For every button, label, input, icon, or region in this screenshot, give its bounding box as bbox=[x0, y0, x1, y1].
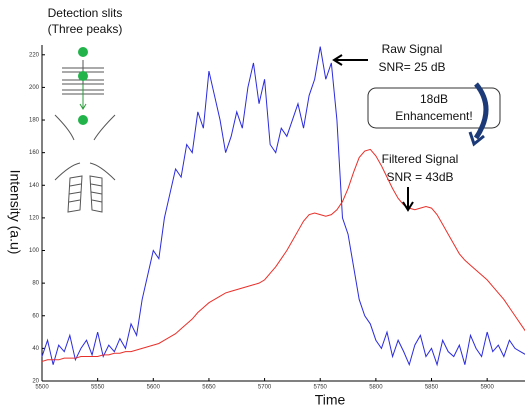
y-tick-label: 180 bbox=[29, 118, 40, 124]
annotation: 18dB bbox=[420, 92, 448, 106]
y-tick-label: 200 bbox=[29, 85, 40, 91]
slit-diagram bbox=[54, 60, 116, 213]
arrows bbox=[332, 54, 489, 212]
x-tick-label: 5500 bbox=[35, 385, 49, 391]
y-tick-label: 60 bbox=[32, 313, 39, 319]
y-tick-label: 20 bbox=[32, 379, 39, 385]
y-tick-label: 140 bbox=[29, 183, 40, 189]
series-line bbox=[41, 46, 525, 367]
x-tick-label: 5850 bbox=[425, 385, 439, 391]
y-tick-label: 220 bbox=[29, 52, 40, 58]
y-axis-label: Intensity (a.u) bbox=[7, 170, 23, 255]
x-tick-label: 5800 bbox=[369, 385, 383, 391]
series-line bbox=[41, 148, 525, 362]
annotation: SNR= 25 dB bbox=[378, 60, 445, 74]
x-tick-label: 5600 bbox=[147, 385, 161, 391]
annotation: SNR = 43dB bbox=[386, 170, 453, 184]
y-tick-label: 80 bbox=[32, 281, 39, 287]
annotation: Enhancement! bbox=[395, 109, 472, 123]
annotation: Detection slits bbox=[48, 6, 123, 20]
callout-box bbox=[367, 87, 501, 129]
annotation: Raw Signal bbox=[382, 42, 443, 56]
annotation: Filtered Signal bbox=[382, 152, 459, 166]
x-axis-label: Time bbox=[315, 392, 346, 408]
y-tick-label: 160 bbox=[29, 150, 40, 156]
y-tick-label: 100 bbox=[29, 248, 40, 254]
x-tick-label: 5650 bbox=[202, 385, 216, 391]
y-tick-label: 120 bbox=[29, 215, 40, 221]
plot-area: 20 40 60 80 100 120 140 160 180 200 220 5500 5550 560… bbox=[29, 45, 525, 391]
annotation: (Three peaks) bbox=[48, 22, 123, 36]
x-tick-label: 5550 bbox=[91, 385, 105, 391]
x-tick-label: 5700 bbox=[258, 385, 272, 391]
slit-dots bbox=[78, 47, 88, 125]
x-tick-label: 5900 bbox=[480, 385, 494, 391]
y-tick-label: 40 bbox=[32, 346, 39, 352]
x-tick-label: 5750 bbox=[314, 385, 328, 391]
